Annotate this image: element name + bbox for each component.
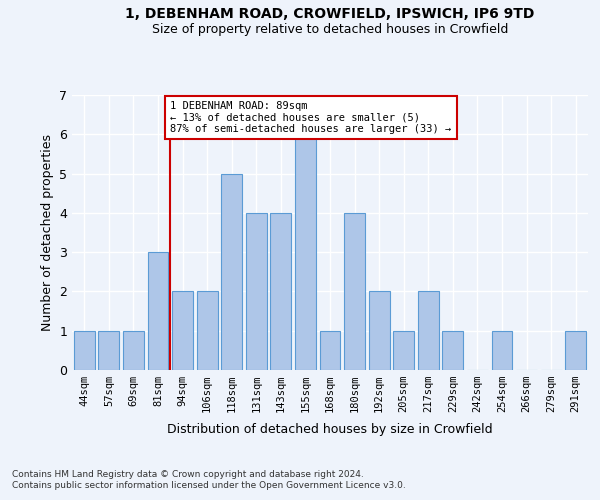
Bar <box>98 330 119 370</box>
Text: Contains HM Land Registry data © Crown copyright and database right 2024.: Contains HM Land Registry data © Crown c… <box>12 470 364 479</box>
Bar <box>123 330 144 370</box>
Bar <box>442 330 463 370</box>
Bar <box>221 174 242 370</box>
Text: Distribution of detached houses by size in Crowfield: Distribution of detached houses by size … <box>167 422 493 436</box>
Bar <box>565 330 586 370</box>
Bar <box>368 292 389 370</box>
Text: Contains public sector information licensed under the Open Government Licence v3: Contains public sector information licen… <box>12 481 406 490</box>
Text: 1, DEBENHAM ROAD, CROWFIELD, IPSWICH, IP6 9TD: 1, DEBENHAM ROAD, CROWFIELD, IPSWICH, IP… <box>125 8 535 22</box>
Bar <box>295 134 316 370</box>
Bar <box>344 213 365 370</box>
Bar <box>172 292 193 370</box>
Bar <box>418 292 439 370</box>
Bar <box>74 330 95 370</box>
Bar <box>246 213 267 370</box>
Bar <box>148 252 169 370</box>
Bar <box>393 330 414 370</box>
Text: 1 DEBENHAM ROAD: 89sqm
← 13% of detached houses are smaller (5)
87% of semi-deta: 1 DEBENHAM ROAD: 89sqm ← 13% of detached… <box>170 101 452 134</box>
Text: Size of property relative to detached houses in Crowfield: Size of property relative to detached ho… <box>152 22 508 36</box>
Bar <box>320 330 340 370</box>
Bar <box>271 213 292 370</box>
Bar <box>197 292 218 370</box>
Bar <box>491 330 512 370</box>
Y-axis label: Number of detached properties: Number of detached properties <box>41 134 53 331</box>
